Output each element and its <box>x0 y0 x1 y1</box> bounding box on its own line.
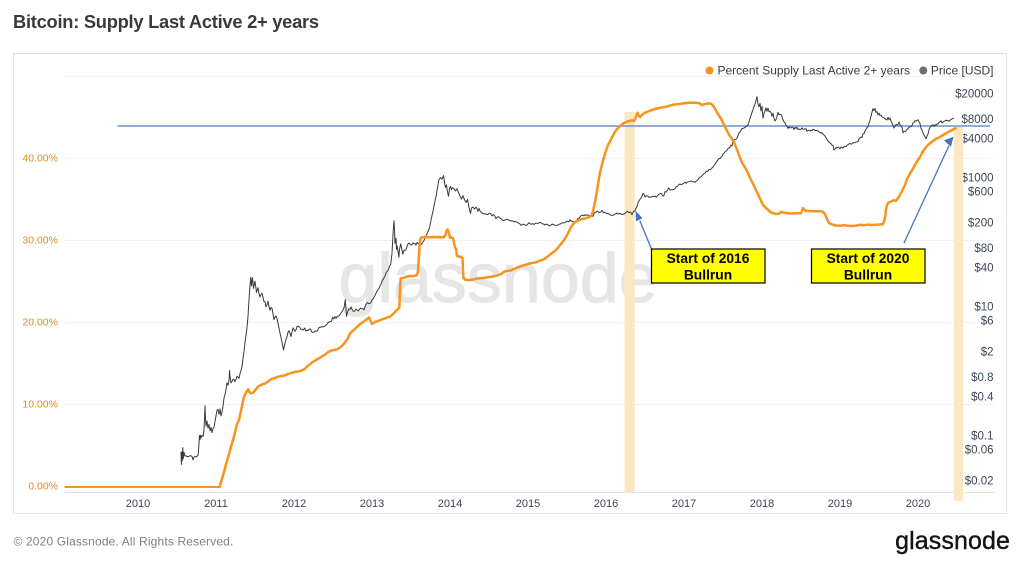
svg-text:Start of 2020: Start of 2020 <box>827 251 910 266</box>
svg-text:Bullrun: Bullrun <box>684 267 732 282</box>
svg-text:$2: $2 <box>981 346 994 358</box>
svg-text:Bitcoin: Supply Last Active 2+: Bitcoin: Supply Last Active 2+ years <box>13 11 319 32</box>
svg-text:$4000: $4000 <box>962 134 994 146</box>
svg-text:2012: 2012 <box>282 498 306 510</box>
svg-text:20.00%: 20.00% <box>22 317 58 329</box>
svg-text:$0.1: $0.1 <box>971 430 993 442</box>
svg-text:2017: 2017 <box>672 498 696 510</box>
svg-text:Percent Supply Last Active 2+: Percent Supply Last Active 2+ years <box>718 64 910 78</box>
svg-text:$600: $600 <box>968 187 994 199</box>
svg-text:$80: $80 <box>974 243 993 255</box>
svg-text:$0.4: $0.4 <box>971 392 994 404</box>
svg-text:2011: 2011 <box>204 498 228 510</box>
svg-text:$1000: $1000 <box>962 172 994 184</box>
svg-text:10.00%: 10.00% <box>22 399 58 411</box>
svg-text:0.00%: 0.00% <box>28 481 58 493</box>
svg-text:2015: 2015 <box>516 498 540 510</box>
svg-text:2019: 2019 <box>828 498 852 510</box>
svg-text:30.00%: 30.00% <box>22 235 58 247</box>
svg-text:$20000: $20000 <box>955 88 993 100</box>
svg-text:40.00%: 40.00% <box>22 153 58 165</box>
svg-text:$6: $6 <box>981 316 994 328</box>
svg-text:$0.02: $0.02 <box>965 475 994 487</box>
svg-text:Bullrun: Bullrun <box>844 267 892 282</box>
svg-text:$0.8: $0.8 <box>971 372 993 384</box>
svg-text:© 2020 Glassnode. All Rights R: © 2020 Glassnode. All Rights Reserved. <box>14 535 234 549</box>
svg-text:2018: 2018 <box>750 498 774 510</box>
svg-text:2016: 2016 <box>594 498 618 510</box>
svg-text:2010: 2010 <box>126 498 150 510</box>
svg-text:2020: 2020 <box>906 498 930 510</box>
svg-text:$40: $40 <box>974 262 993 274</box>
svg-text:$200: $200 <box>968 217 994 229</box>
svg-text:$0.06: $0.06 <box>965 445 994 457</box>
svg-text:Start of 2016: Start of 2016 <box>667 251 750 266</box>
svg-text:$10: $10 <box>974 301 993 313</box>
svg-text:2014: 2014 <box>438 498 462 510</box>
svg-text:glassnode: glassnode <box>339 239 658 317</box>
svg-text:$8000: $8000 <box>962 114 994 126</box>
svg-text:2013: 2013 <box>360 498 384 510</box>
svg-text:Price [USD]: Price [USD] <box>931 64 994 78</box>
svg-text:glassnode: glassnode <box>895 527 1010 555</box>
